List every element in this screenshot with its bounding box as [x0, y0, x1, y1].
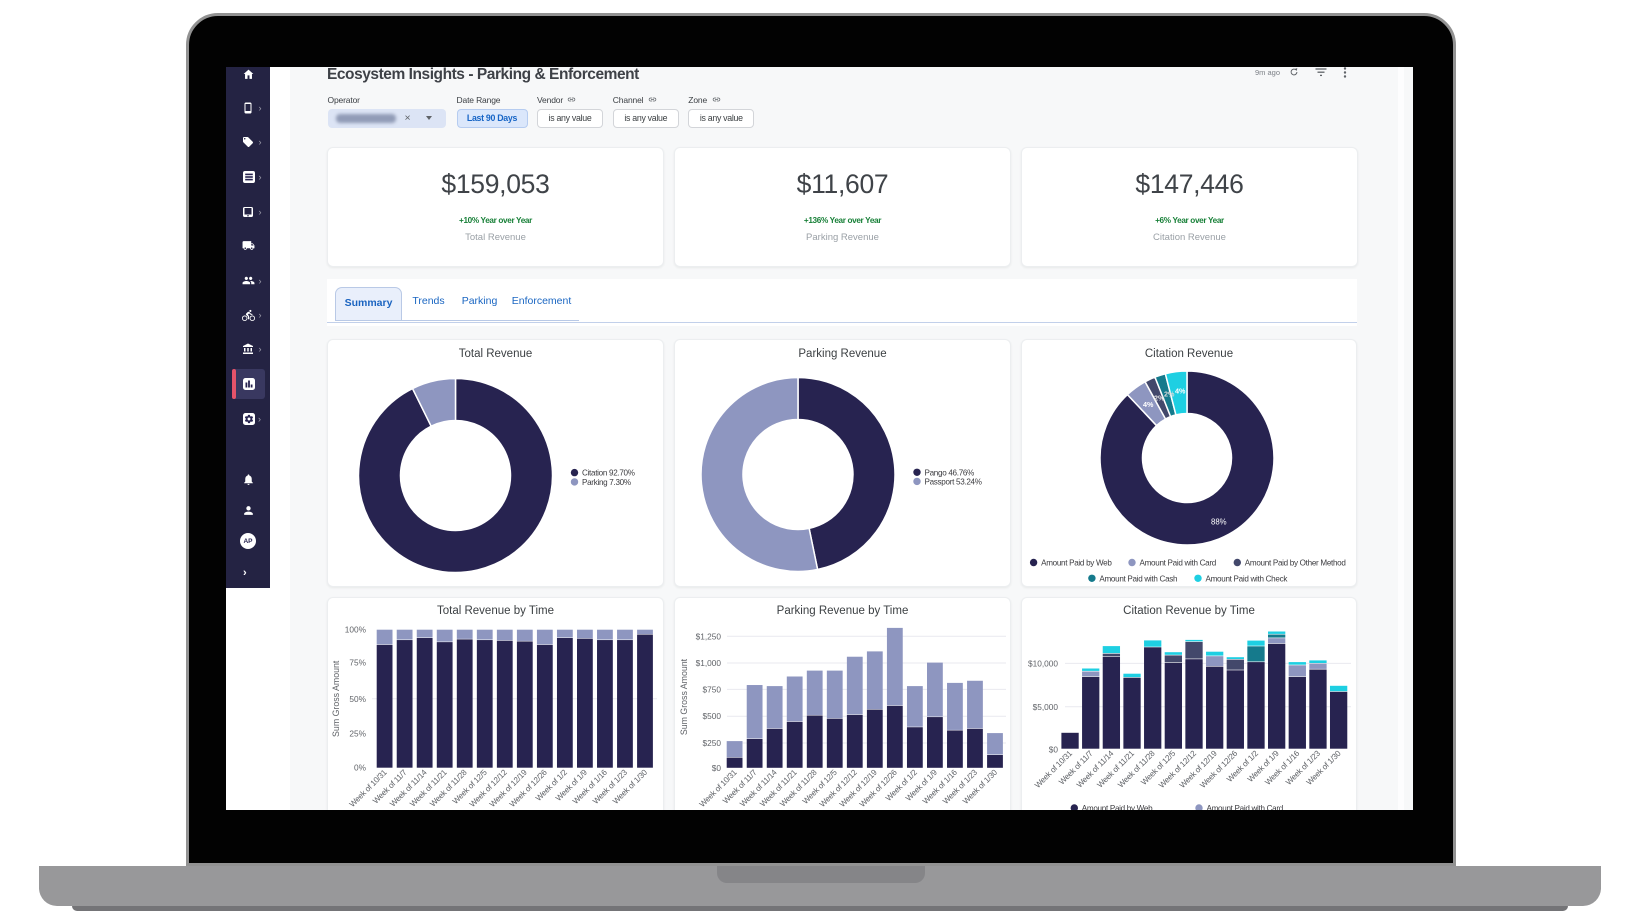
svg-text:Sum Gross Amount: Sum Gross Amount — [331, 660, 341, 737]
svg-text:Pango 46.76%: Pango 46.76% — [925, 468, 975, 477]
svg-text:88%: 88% — [1211, 518, 1227, 527]
svg-text:Amount Paid with Card: Amount Paid with Card — [1140, 559, 1216, 568]
svg-text:$500: $500 — [703, 711, 722, 721]
svg-text:$10,000: $10,000 — [1028, 658, 1058, 668]
svg-text:25%: 25% — [349, 729, 366, 739]
svg-text:4%: 4% — [1143, 400, 1154, 409]
svg-text:Parking 7.30%: Parking 7.30% — [582, 478, 631, 487]
svg-text:2%: 2% — [1164, 390, 1175, 399]
svg-text:Amount Paid by Web: Amount Paid by Web — [1041, 559, 1112, 568]
svg-text:100%: 100% — [345, 625, 367, 635]
svg-text:Amount Paid with Cash: Amount Paid with Cash — [1099, 574, 1177, 583]
svg-text:$1,250: $1,250 — [696, 631, 722, 641]
svg-text:Sum Gross Amount: Sum Gross Amount — [679, 658, 689, 735]
svg-text:Amount Paid by Other Method: Amount Paid by Other Method — [1245, 559, 1346, 568]
svg-text:Amount Paid by Web: Amount Paid by Web — [1082, 804, 1153, 810]
svg-text:Citation 92.70%: Citation 92.70% — [582, 469, 635, 478]
svg-text:50%: 50% — [349, 694, 366, 704]
svg-text:$0: $0 — [712, 763, 722, 773]
svg-text:$1,000: $1,000 — [696, 658, 722, 668]
svg-text:Amount Paid with Check: Amount Paid with Check — [1206, 574, 1289, 583]
svg-text:Passport 53.24%: Passport 53.24% — [925, 477, 982, 486]
svg-text:$0: $0 — [1049, 744, 1059, 754]
svg-text:0%: 0% — [354, 763, 367, 773]
svg-text:2%: 2% — [1154, 394, 1165, 403]
svg-text:$750: $750 — [703, 684, 722, 694]
svg-text:75%: 75% — [349, 657, 366, 667]
svg-text:Amount Paid with Card: Amount Paid with Card — [1207, 804, 1283, 810]
svg-text:4%: 4% — [1175, 387, 1186, 396]
svg-text:$250: $250 — [703, 738, 722, 748]
svg-text:$5,000: $5,000 — [1033, 702, 1059, 712]
